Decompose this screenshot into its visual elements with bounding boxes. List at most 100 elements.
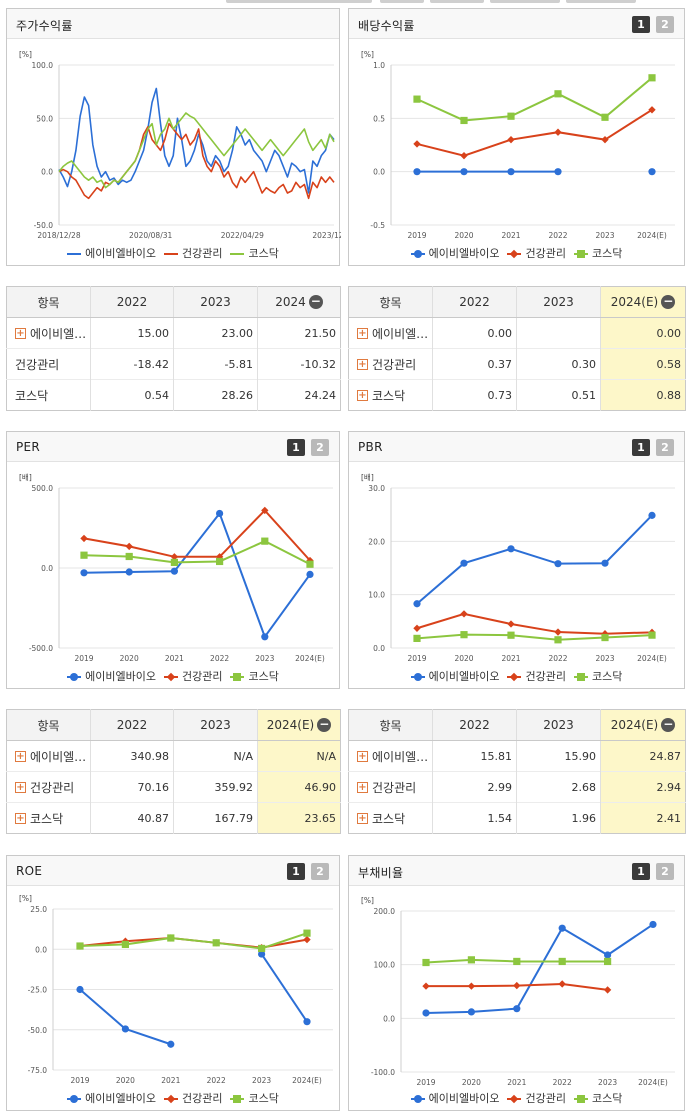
- roe-chart: [%] 25.0 0.0 -25.0 -50.0 -75.0 2019 2020 2021 202…: [19, 894, 333, 1085]
- table-cell: 15.81: [432, 740, 517, 772]
- x-tick-label: 2021: [501, 231, 520, 240]
- legend-item[interactable]: 코스닥: [573, 1090, 622, 1106]
- legend-item[interactable]: 건강관리: [163, 245, 222, 261]
- expand-plus-icon[interactable]: +: [357, 781, 368, 793]
- collapse-icon[interactable]: −: [308, 294, 323, 310]
- x-tick-label: 2020: [120, 654, 139, 663]
- y-tick-label: -500.0: [29, 644, 53, 653]
- expand-plus-icon[interactable]: +: [15, 750, 26, 762]
- legend-item[interactable]: 에이비엘바이오: [67, 245, 156, 261]
- y-tick-label: 0.0: [373, 644, 385, 653]
- y-tick-label: -50.0: [34, 221, 54, 230]
- series-line: [79, 932, 308, 950]
- legend-item[interactable]: 건강관리: [507, 1090, 566, 1106]
- legend-marker-icon: [410, 673, 425, 681]
- data-point: [467, 982, 476, 990]
- legend-item[interactable]: 건강관리: [507, 245, 566, 261]
- col-header: 2022: [432, 709, 517, 741]
- col-header: 항목: [348, 709, 433, 741]
- legend-item[interactable]: 에이비엘바이오: [67, 1090, 156, 1106]
- expand-plus-icon[interactable]: +: [357, 358, 368, 370]
- collapse-icon[interactable]: −: [661, 294, 676, 310]
- page-1-button[interactable]: 1: [287, 863, 305, 880]
- legend-item[interactable]: 에이비엘바이오: [67, 668, 156, 684]
- legend-item[interactable]: 코스닥: [573, 245, 622, 261]
- col-header-2024e: 2024(E) −: [600, 286, 686, 318]
- expand-plus-icon[interactable]: +: [357, 750, 368, 762]
- collapse-icon[interactable]: −: [317, 717, 332, 733]
- data-point: [554, 628, 562, 636]
- legend-item[interactable]: 건강관리: [163, 668, 223, 684]
- x-tick-label: 2023: [255, 654, 274, 663]
- legend-item[interactable]: 코스닥: [230, 668, 279, 684]
- legend-item[interactable]: 건강관리: [163, 1090, 222, 1106]
- col-header-2024e: 2024(E) −: [600, 709, 686, 741]
- data-point: [216, 557, 224, 566]
- row-name: 건강관리: [372, 357, 417, 372]
- data-point: [603, 986, 612, 994]
- legend-marker-icon: [410, 1095, 425, 1103]
- table-cell: 1.96: [516, 802, 601, 834]
- page-1-button[interactable]: 1: [287, 439, 305, 456]
- legend-label: 에이비엘바이오: [428, 247, 500, 260]
- legend-item[interactable]: 코스닥: [230, 1090, 279, 1106]
- data-point: [413, 624, 421, 632]
- row-name: 건강관리: [15, 357, 60, 372]
- panel-header: PER 1 2: [7, 432, 339, 462]
- table-cell: 2.99: [432, 771, 517, 803]
- x-tick-label: 2024(E): [295, 654, 325, 663]
- page-2-button[interactable]: 2: [656, 439, 674, 456]
- expand-plus-icon[interactable]: +: [15, 327, 26, 339]
- collapse-icon[interactable]: −: [661, 717, 676, 733]
- page-1-button[interactable]: 1: [632, 16, 650, 33]
- page-2-button[interactable]: 2: [311, 439, 329, 456]
- legend-label: 에이비엘바이오: [85, 247, 156, 260]
- row-name: 에이비엘…: [372, 749, 429, 764]
- table-cell: 15.00: [90, 317, 174, 349]
- expand-plus-icon[interactable]: +: [15, 812, 26, 824]
- legend-item[interactable]: 코스닥: [230, 245, 279, 261]
- row-name: 코스닥: [372, 811, 406, 826]
- table-row: + 건강관리 70.16 359.92 46.90: [6, 771, 341, 803]
- y-tick-label: 50.0: [36, 114, 53, 123]
- table-cell: -10.32: [257, 348, 341, 380]
- legend-item[interactable]: 에이비엘바이오: [410, 668, 499, 684]
- unit-label: [배]: [19, 473, 32, 482]
- legend-label: 코스닥: [248, 1092, 279, 1105]
- expand-plus-icon[interactable]: +: [357, 327, 368, 339]
- data-point: [554, 636, 562, 644]
- y-tick-label: 0.0: [35, 945, 47, 954]
- x-tick-label: 2021: [507, 1078, 526, 1087]
- row-label: + 에이비엘…: [6, 740, 91, 772]
- col-header: 2022: [90, 286, 174, 318]
- table-cell: [516, 317, 601, 349]
- legend-item[interactable]: 에이비엘바이오: [410, 245, 500, 261]
- page-2-button[interactable]: 2: [656, 863, 674, 880]
- table-row: 코스닥 0.54 28.26 24.24: [6, 379, 341, 411]
- table-cell: 23.00: [173, 317, 258, 349]
- legend-label: 에이비엘바이오: [85, 670, 156, 683]
- col-header: 2023: [173, 709, 258, 741]
- page-1-button[interactable]: 1: [632, 439, 650, 456]
- legend-marker-icon: [507, 672, 522, 682]
- page-2-button[interactable]: 2: [311, 863, 329, 880]
- data-point: [507, 135, 515, 144]
- legend-marker-icon: [163, 1094, 178, 1104]
- data-point: [306, 570, 314, 578]
- expand-plus-icon[interactable]: +: [357, 812, 368, 824]
- legend-item[interactable]: 에이비엘바이오: [410, 1090, 499, 1106]
- page-2-button[interactable]: 2: [656, 16, 674, 33]
- legend-label: 건강관리: [181, 670, 223, 683]
- page-1-button[interactable]: 1: [632, 863, 650, 880]
- legend-item[interactable]: 건강관리: [507, 668, 566, 684]
- x-tick-label: 2019: [416, 1078, 435, 1087]
- table-cell: 0.54: [90, 379, 174, 411]
- legend-item[interactable]: 코스닥: [573, 668, 622, 684]
- y-tick-label: 0.0: [373, 168, 385, 177]
- expand-plus-icon[interactable]: +: [357, 389, 368, 401]
- col-header-label: 2024(E): [610, 294, 659, 309]
- series-line: [58, 112, 335, 189]
- data-point: [303, 935, 311, 944]
- expand-plus-icon[interactable]: +: [15, 781, 26, 793]
- row-label: + 에이비엘…: [6, 317, 91, 349]
